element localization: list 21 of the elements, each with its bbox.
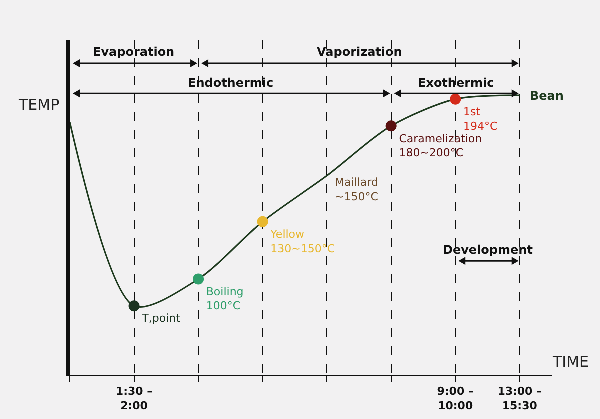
data-label: Boiling 100°C <box>206 285 244 313</box>
x-tick-label: 9:00 – 10:00 <box>437 385 474 412</box>
point <box>386 120 397 132</box>
annotation: Maillard ~150°C <box>335 176 379 204</box>
x-tick-label: 1:30 – 2:00 <box>116 385 153 412</box>
data-label: Yellow 130~150°C <box>270 228 336 256</box>
data-label: T,point <box>141 312 182 326</box>
annotation: Endothermic <box>188 76 274 90</box>
y-axis-title: TEMP <box>18 96 60 114</box>
data-label: 1st 194°C <box>463 105 498 133</box>
annotation: Development <box>443 243 534 257</box>
series-label: Bean <box>530 89 564 103</box>
point <box>257 216 268 228</box>
x-tick-label: 13:00 – 15:30 <box>498 385 542 412</box>
annotation: Vaporization <box>317 45 402 59</box>
point <box>193 274 204 285</box>
annotation: Evaporation <box>93 45 175 59</box>
annotation: Exothermic <box>418 76 494 90</box>
x-axis-title: TIME <box>552 353 590 371</box>
point <box>450 94 462 105</box>
point <box>128 300 140 312</box>
